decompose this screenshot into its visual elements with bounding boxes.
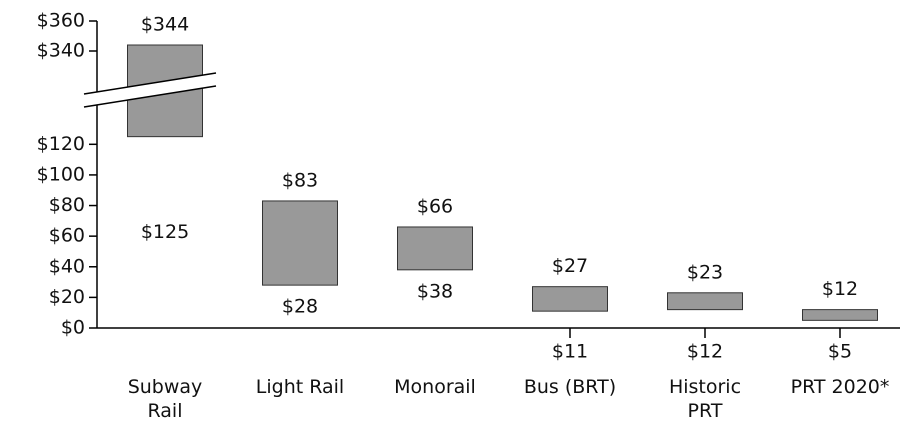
y-tick-label: $340: [37, 40, 85, 62]
low-label: $28: [282, 296, 318, 318]
high-label: $27: [552, 255, 588, 277]
y-tick-label: $80: [49, 194, 85, 216]
range-bar: [532, 286, 608, 312]
x-tick-label: Bus (BRT): [523, 376, 617, 398]
x-tick-label: Light Rail: [255, 376, 345, 398]
low-label: $5: [828, 341, 852, 363]
y-tick-label: $20: [49, 286, 85, 308]
range-bar: [262, 200, 338, 286]
x-tick-label: Historic PRT: [668, 376, 742, 422]
x-tick-label: Subway Rail: [127, 376, 203, 422]
x-tick-label: Monorail: [394, 376, 476, 398]
range-bar: [667, 292, 743, 311]
low-label: $38: [417, 280, 453, 302]
y-tick-label: $60: [49, 225, 85, 247]
x-tick-label: PRT 2020*: [790, 376, 890, 398]
high-label: $344: [141, 14, 189, 36]
range-bar: [802, 309, 878, 321]
y-tick-label: $40: [49, 255, 85, 277]
high-label: $83: [282, 169, 318, 191]
y-tick-label: $360: [37, 10, 85, 32]
low-label: $11: [552, 341, 588, 363]
low-label: $12: [687, 341, 723, 363]
y-tick-label: $100: [37, 163, 85, 185]
low-label: $125: [141, 221, 189, 243]
axis-break: [84, 73, 216, 107]
axis-break-line: [83, 72, 217, 95]
range-bar: [397, 226, 473, 271]
axis-break-line: [83, 85, 217, 108]
y-tick-label: $0: [61, 317, 85, 339]
high-label: $12: [822, 278, 858, 300]
y-tick-label: $120: [37, 133, 85, 155]
high-label: $66: [417, 195, 453, 217]
high-label: $23: [687, 261, 723, 283]
